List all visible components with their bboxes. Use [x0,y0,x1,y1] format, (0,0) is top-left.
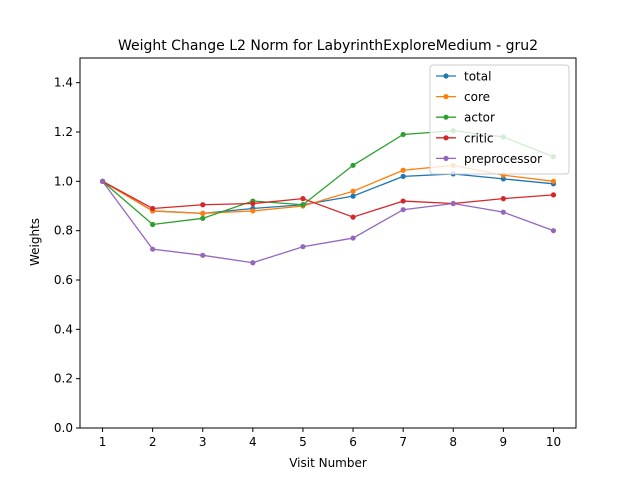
data-point-actor [350,162,356,168]
data-point-preprocessor [350,235,356,241]
legend-label: critic [464,131,494,145]
legend-box [429,64,570,175]
chart-title: Weight Change L2 Norm for LabyrinthExplo… [118,38,538,54]
plot-frame [79,57,577,429]
x-tick-label: 6 [349,435,357,449]
legend: total core actor critic preprocessor [429,64,570,175]
data-point-critic [200,202,206,208]
data-point-critic [500,196,506,202]
data-point-critic [150,205,156,212]
data-point-total [500,176,506,182]
data-point-preprocessor [99,178,106,184]
y-tick-label: 0.6 [54,273,73,287]
series-preprocessor [99,178,557,266]
data-point-core [400,167,406,173]
legend-label: total [464,70,491,84]
x-tick-label: 3 [199,435,207,449]
data-point-total [350,193,356,199]
legend-label: actor [464,111,495,125]
y-axis-label: Weights [28,218,42,266]
data-point-preprocessor [250,260,256,266]
data-point-critic [350,214,356,220]
data-point-preprocessor [200,252,206,258]
y-tick-label: 1.0 [54,174,73,188]
data-point-preprocessor [400,207,406,213]
legend-swatch-marker [443,155,449,161]
data-point-core [200,210,206,216]
y-tick-label: 0.8 [54,224,73,238]
data-point-actor [150,221,156,228]
x-tick-label: 9 [500,435,508,449]
legend-swatch-marker [443,73,449,79]
data-point-core [250,208,256,214]
data-point-actor [300,202,306,208]
x-tick-label: 8 [449,435,457,449]
y-tick-label: 0.4 [54,322,73,336]
y-tick-label: 1.4 [54,76,73,90]
legend-swatch-marker [443,94,449,100]
data-point-total [400,173,406,179]
x-tick-label: 5 [299,435,307,449]
legend-swatch-marker [443,135,449,141]
x-tick-label: 7 [399,435,407,449]
data-point-preprocessor [450,200,456,207]
legend-label: core [464,90,490,104]
x-tick-label: 2 [149,435,157,449]
data-point-preprocessor [550,228,557,234]
series-critic [99,178,557,220]
data-point-critic [300,196,306,202]
x-tick-label: 10 [546,435,561,449]
legend-label: preprocessor [464,152,542,166]
data-point-core [350,188,356,194]
data-point-critic [400,198,406,204]
x-tick-label: 1 [99,435,107,449]
axis-ticks: 1 2 3 4 5 6 7 8 9 10 0.0 0.2 0.4 0.6 0.8 1.0 1.2 1.4 [54,76,561,449]
data-point-actor [400,131,406,138]
y-tick-label: 0.0 [54,421,73,435]
data-point-critic [550,192,557,198]
series-line-preprocessor [102,180,554,264]
data-point-preprocessor [300,244,306,250]
data-point-preprocessor [150,246,156,252]
x-axis-label: Visit Number [289,456,367,470]
data-point-core [550,178,557,184]
data-point-preprocessor [500,209,506,215]
y-tick-label: 1.2 [54,125,73,139]
data-point-critic [250,200,256,207]
y-tick-label: 0.2 [54,372,73,386]
legend-swatch-marker [443,114,449,120]
data-point-actor [200,215,206,221]
x-tick-label: 4 [249,435,257,449]
series-line-critic [102,180,554,218]
